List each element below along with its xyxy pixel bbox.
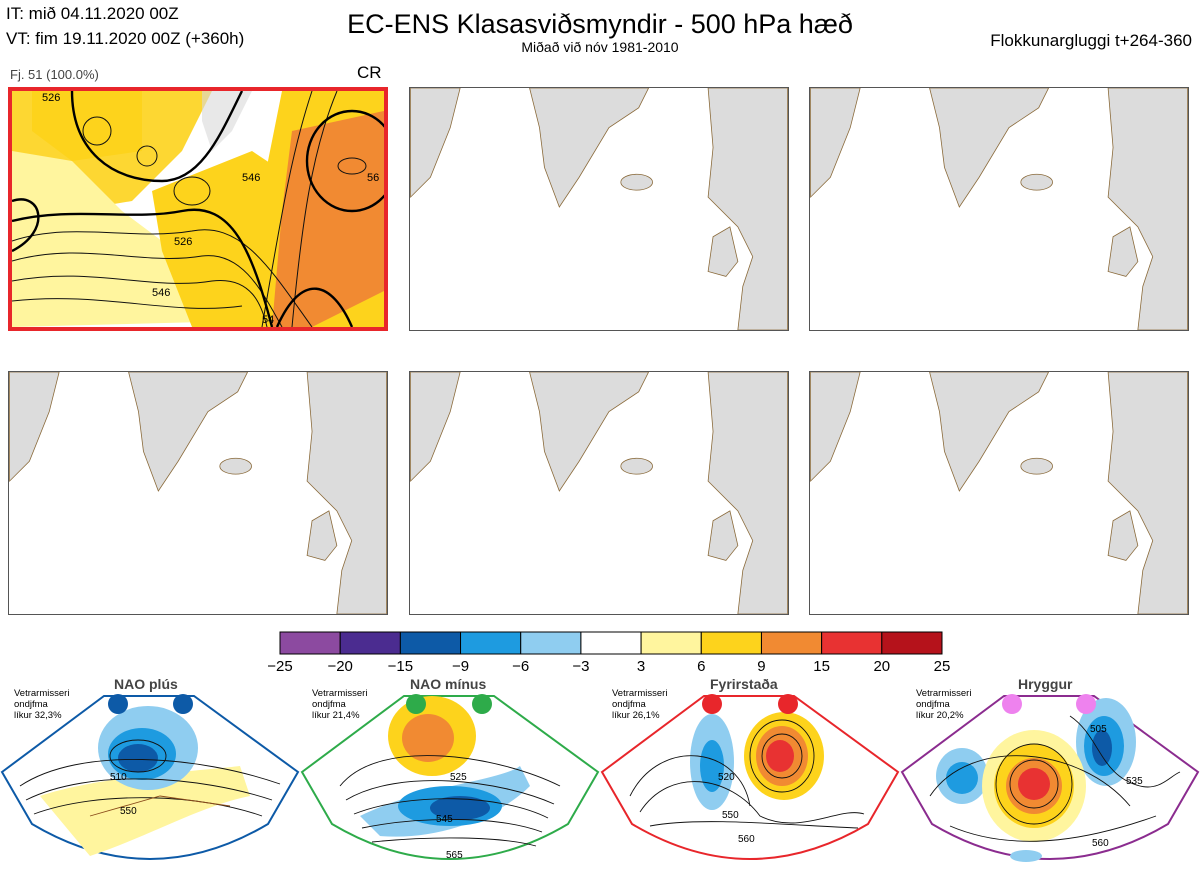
regime-marker — [173, 694, 193, 714]
cluster-map-4-plot — [9, 372, 387, 614]
cluster-map-2-plot — [410, 88, 788, 330]
cluster-map-3[interactable] — [809, 87, 1189, 331]
colorbar-tick-label: 6 — [697, 658, 705, 675]
regime-probability: líkur 20,2% — [916, 710, 964, 721]
regime-contour-label: 550 — [120, 806, 137, 817]
colorbar-bin — [881, 631, 943, 655]
regime-season: Vetrarmisseri — [916, 688, 972, 699]
regime-title: Hryggur — [1018, 676, 1073, 692]
init-time: IT: mið 04.11.2020 00Z — [6, 4, 179, 23]
regime-contour-label: 565 — [446, 850, 463, 861]
regime-marker — [406, 694, 426, 714]
regime-marker — [472, 694, 492, 714]
regime-blocking-plot: 520 550 560 — [600, 694, 900, 860]
regime-marker — [108, 694, 128, 714]
clustering-window-label: Flokkunargluggi t+264-360 — [990, 31, 1192, 50]
regime-contour-label: 545 — [436, 814, 453, 825]
regime-3-season-block: Vetrarmisseri ondjfma líkur 26,1% — [612, 688, 667, 721]
regime-probability: líkur 32,3% — [14, 710, 62, 721]
regime-title: NAO mínus — [410, 676, 487, 692]
regime-title: NAO plús — [114, 676, 178, 692]
regime-nao-plus[interactable]: 510 550 — [0, 676, 300, 871]
contour-label: 526 — [174, 236, 192, 248]
regime-1-season-block: Vetrarmisseri ondjfma líkur 32,3% — [14, 688, 69, 721]
regime-contour-label: 520 — [718, 772, 735, 783]
regime-contour-label: 560 — [1092, 838, 1109, 849]
colorbar-tick-label: 9 — [757, 658, 765, 675]
colorbar-tick-label: 3 — [637, 658, 645, 675]
contour-label: 526 — [42, 92, 60, 104]
cluster-map-1[interactable]: 526 546 526 546 54 56 — [8, 87, 388, 331]
contour-label: 54 — [262, 314, 274, 326]
regime-probability: líkur 21,4% — [312, 710, 360, 721]
colorbar-tick-label: −15 — [388, 658, 413, 675]
cluster-map-3-plot — [810, 88, 1188, 330]
regime-contour-label: 560 — [738, 834, 755, 845]
cluster-code: CR — [357, 63, 382, 82]
regime-marker — [1076, 694, 1096, 714]
colorbar-tick-label: 15 — [813, 658, 830, 675]
colorbar-bin — [279, 631, 341, 655]
regime-season: Vetrarmisseri — [312, 688, 368, 699]
colorbar-tick-label: −9 — [452, 658, 469, 675]
colorbar-bin — [700, 631, 762, 655]
colorbar-bin — [821, 631, 883, 655]
regime-months: ondjfma — [916, 699, 950, 710]
colorbar-tick-label: −6 — [512, 658, 529, 675]
cluster-map-2[interactable] — [409, 87, 789, 331]
regime-season: Vetrarmisseri — [14, 688, 70, 699]
valid-time: VT: fim 19.11.2020 00Z (+360h) — [6, 29, 245, 48]
regime-nao-minus-plot: 525 545 565 — [300, 694, 600, 861]
regime-contour-label: 535 — [1126, 776, 1143, 787]
member-label: Fj. 51 (100.0%) — [10, 67, 99, 82]
regime-marker — [778, 694, 798, 714]
regime-months: ondjfma — [14, 699, 48, 710]
regime-2-season-block: Vetrarmisseri ondjfma líkur 21,4% — [312, 688, 367, 721]
colorbar-tick-label: 25 — [934, 658, 951, 675]
colorbar-tick-label: −20 — [327, 658, 352, 675]
colorbar-bin — [339, 631, 401, 655]
contour-label: 546 — [152, 287, 170, 299]
regime-nao-minus[interactable]: 525 545 565 — [300, 676, 600, 871]
cluster-map-4[interactable] — [8, 371, 388, 615]
regime-nao-plus-plot: 510 550 — [0, 694, 300, 860]
page-subtitle: Miðað við nóv 1981-2010 — [521, 39, 679, 55]
colorbar-tick-label: 20 — [873, 658, 890, 675]
contour-label: 56 — [367, 172, 379, 184]
regime-marker — [1002, 694, 1022, 714]
colorbar-bin — [760, 631, 823, 655]
regime-ridge-plot: 505 535 560 — [900, 694, 1200, 862]
anomaly-colorbar: −25 −20 −15 −9 −6 −3 3 6 9 15 20 25 — [267, 631, 951, 675]
colorbar-tick-label: −25 — [267, 658, 292, 675]
regime-ridge[interactable]: 505 535 560 — [900, 676, 1200, 871]
cluster-map-1-plot: 526 546 526 546 54 56 — [12, 91, 384, 327]
cluster-map-5[interactable] — [409, 371, 789, 615]
colorbar-bin — [460, 631, 522, 655]
regime-contour-label: 510 — [110, 772, 127, 783]
regime-blocking[interactable]: 520 550 560 — [600, 676, 900, 871]
cluster-map-5-plot — [410, 372, 788, 614]
colorbar-bin — [520, 631, 582, 655]
regime-season: Vetrarmisseri — [612, 688, 668, 699]
contour-label: 546 — [242, 172, 260, 184]
colorbar-tick-label: −3 — [572, 658, 589, 675]
regime-months: ondjfma — [312, 699, 346, 710]
regime-contour-label: 525 — [450, 772, 467, 783]
regime-months: ondjfma — [612, 699, 646, 710]
regime-contour-label: 550 — [722, 810, 739, 821]
regime-4-season-block: Vetrarmisseri ondjfma líkur 20,2% — [916, 688, 971, 721]
colorbar-bin — [640, 631, 702, 655]
cluster-map-6[interactable] — [809, 371, 1189, 615]
regime-probability: líkur 26,1% — [612, 710, 660, 721]
colorbar-bin — [580, 631, 642, 655]
page-title: EC-ENS Klasasviðsmyndir - 500 hPa hæð — [347, 9, 853, 39]
regime-title: Fyrirstaða — [710, 676, 778, 692]
regime-contour-label: 505 — [1090, 724, 1107, 735]
cluster-map-6-plot — [810, 372, 1188, 614]
regime-marker — [702, 694, 722, 714]
colorbar-bin — [399, 631, 462, 655]
